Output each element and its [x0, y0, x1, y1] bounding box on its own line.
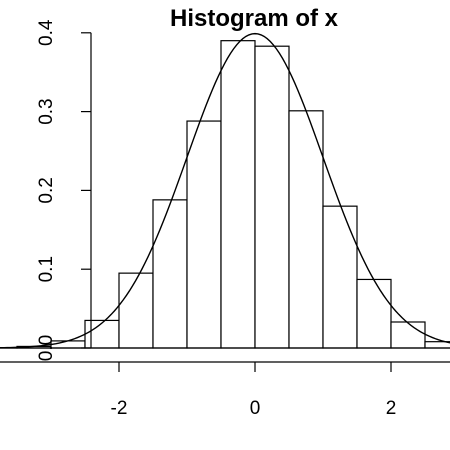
- histogram-bars: [0, 40, 450, 349]
- histogram-bar: [390, 321, 426, 349]
- x-axis: -4-2024: [0, 361, 450, 419]
- chart-title: Histogram of x: [170, 5, 339, 32]
- y-tick-label: 0.4: [36, 19, 57, 46]
- y-axis: 0.0 0.1 0.2 0.3 0.4: [36, 19, 92, 361]
- histogram-bar: [254, 45, 290, 349]
- histogram-bar: [152, 199, 188, 349]
- x-tick-label: 2: [386, 398, 397, 419]
- histogram-bar: [186, 120, 222, 349]
- y-tick-label: 0.2: [36, 177, 57, 203]
- histogram-bar: [288, 110, 324, 349]
- x-tick-label: -2: [111, 398, 128, 419]
- histogram-bar: [220, 40, 256, 349]
- histogram-bar: [118, 272, 154, 349]
- y-tick-label: 0.3: [36, 98, 57, 124]
- y-tick-label: 0.0: [36, 335, 57, 361]
- y-tick-label: 0.1: [36, 256, 57, 282]
- histogram-bar: [356, 278, 392, 349]
- x-tick-label: 0: [250, 398, 261, 419]
- histogram-bar: [84, 319, 120, 349]
- density-curve: [0, 32, 450, 349]
- histogram-bar: [322, 205, 358, 349]
